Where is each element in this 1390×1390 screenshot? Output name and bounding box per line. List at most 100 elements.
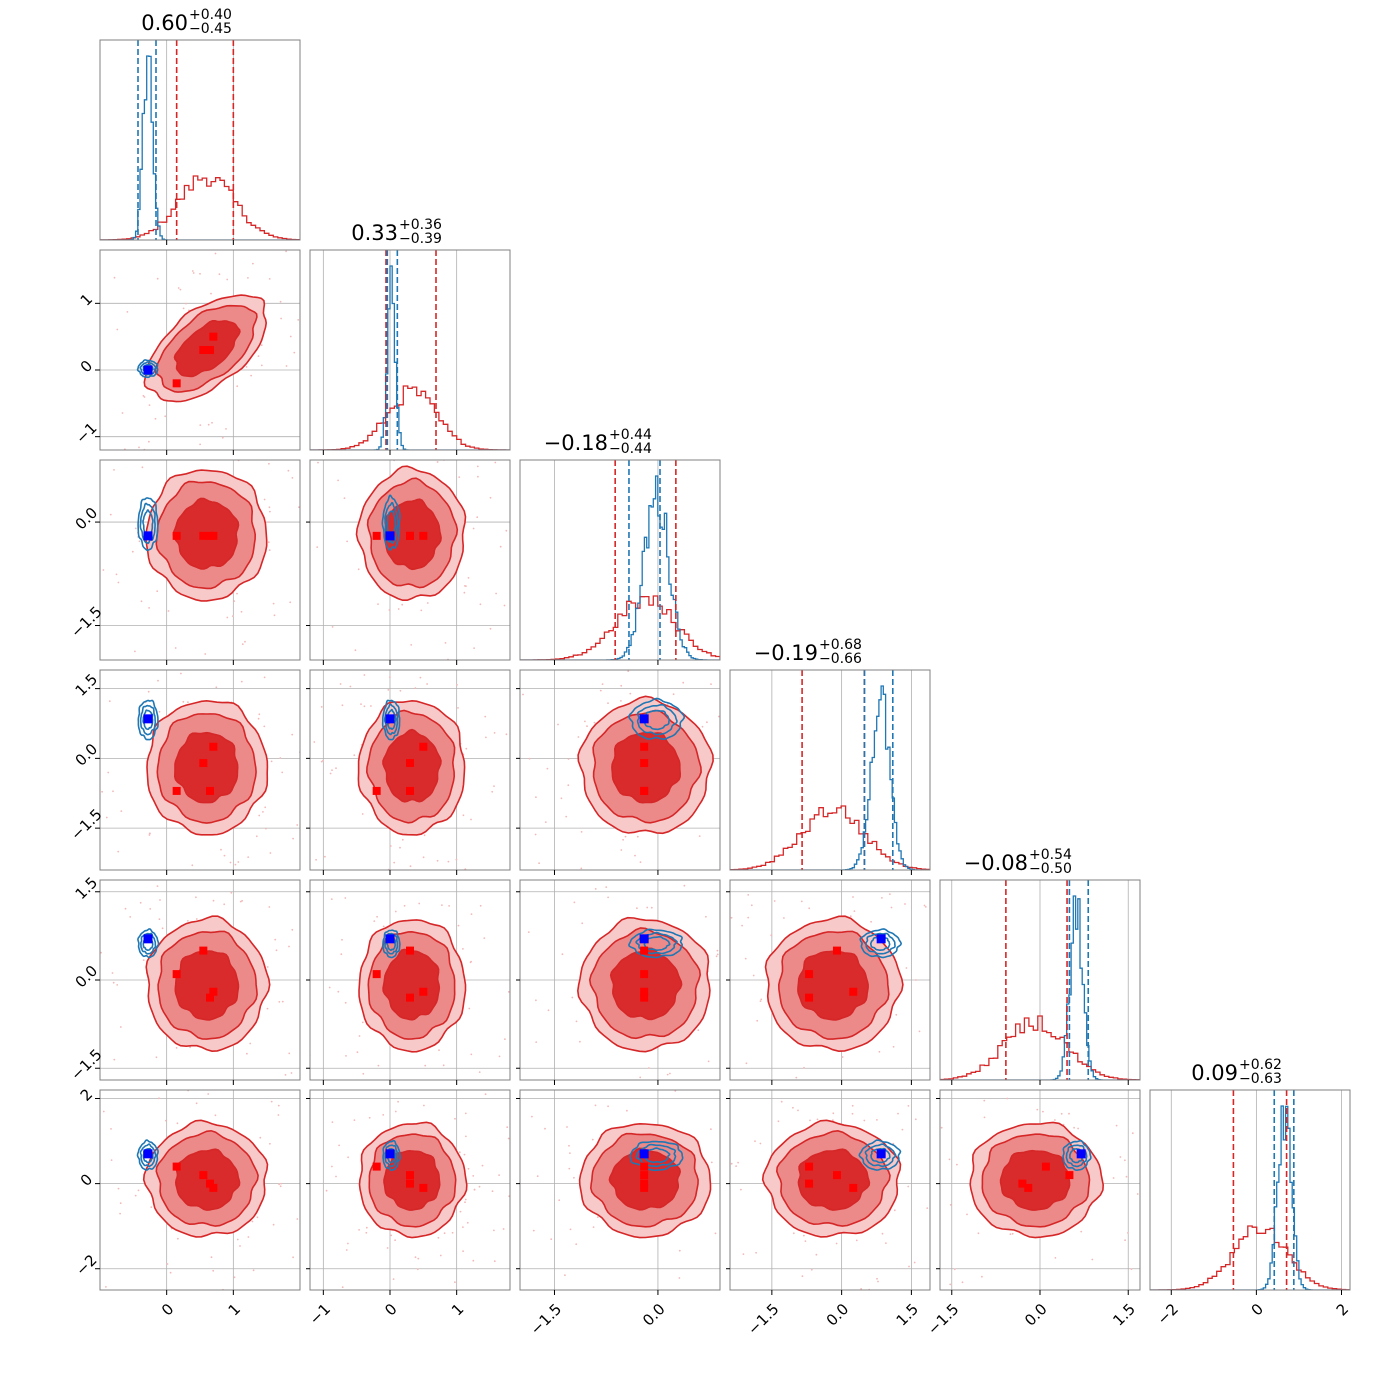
sample-point <box>1042 1110 1044 1113</box>
sample-point <box>266 966 269 968</box>
sample-point <box>226 278 229 281</box>
param-title-1: 0.33 +0.36−0.39 <box>351 217 442 247</box>
truth-marker <box>143 1149 153 1159</box>
sample-point <box>134 650 136 653</box>
sample-point <box>329 772 332 775</box>
sample-point <box>253 221 255 223</box>
sample-point <box>321 1096 323 1098</box>
sample-point <box>895 1013 898 1016</box>
sample-point <box>409 857 411 859</box>
sample-point <box>189 1046 192 1049</box>
sample-point <box>914 1118 917 1121</box>
sample-point <box>38 520 40 522</box>
sample-point <box>182 700 185 703</box>
sample-point <box>59 874 61 876</box>
sample-point <box>650 906 653 909</box>
sample-point <box>231 615 234 617</box>
sample-point <box>204 653 207 655</box>
sample-point <box>853 910 856 912</box>
sample-point <box>591 1138 594 1141</box>
sample-point <box>918 1030 921 1033</box>
sample-point <box>481 1164 484 1167</box>
red-marker <box>206 786 214 795</box>
sample-point <box>455 858 458 861</box>
sample-point <box>913 1261 916 1264</box>
sample-point <box>399 689 402 692</box>
sample-point <box>1131 1132 1134 1135</box>
red-marker <box>640 993 649 1002</box>
sample-point <box>1035 1086 1037 1088</box>
sample-point <box>43 1159 45 1161</box>
sample-point <box>295 485 297 487</box>
sample-point <box>393 861 396 864</box>
sample-point <box>368 1116 371 1119</box>
sample-point <box>474 920 476 922</box>
sample-point <box>372 1059 374 1061</box>
sample-point <box>737 1161 739 1164</box>
sample-point <box>760 998 763 1001</box>
sample-point <box>483 937 486 939</box>
sample-point <box>519 1085 521 1087</box>
sample-point <box>375 356 377 358</box>
panel-5-4 <box>940 1090 1140 1338</box>
sample-point <box>669 1102 671 1104</box>
x-tick-label: 1 <box>225 1300 244 1319</box>
sample-point <box>1112 1177 1115 1179</box>
sample-point <box>296 1218 299 1220</box>
panel-frame <box>729 1089 931 1291</box>
red-marker <box>172 786 181 795</box>
sample-point <box>347 1156 349 1159</box>
red-marker <box>1041 1162 1050 1171</box>
sample-point <box>969 1336 971 1338</box>
sample-point <box>270 1100 273 1103</box>
red-contour-inner <box>173 731 239 804</box>
sample-point <box>287 951 289 953</box>
sample-point <box>575 1020 578 1023</box>
sample-point <box>1119 1156 1122 1158</box>
sample-point <box>940 1126 943 1129</box>
sample-point <box>756 1063 758 1065</box>
sample-point <box>237 861 240 863</box>
sample-point <box>275 949 278 952</box>
sample-point <box>116 671 118 673</box>
sample-point <box>247 856 250 858</box>
x-tick-label: 0.0 <box>639 1300 669 1330</box>
sample-point <box>444 642 447 644</box>
red-marker <box>849 1183 858 1192</box>
sample-point <box>835 1242 838 1245</box>
sample-point <box>567 758 570 760</box>
sample-point <box>14 407 16 409</box>
sample-point <box>158 710 161 713</box>
sample-point <box>489 496 492 499</box>
sample-point <box>302 917 304 919</box>
y-tick-label: 0.0 <box>72 962 102 992</box>
sample-point <box>326 560 328 562</box>
sample-point <box>136 447 138 449</box>
sample-point <box>780 1100 783 1103</box>
sample-point <box>766 1076 768 1078</box>
sample-point <box>945 1173 947 1175</box>
sample-point <box>141 466 144 469</box>
sample-point <box>234 863 237 866</box>
sample-point <box>332 988 334 990</box>
x-tick-label: −2 <box>1154 1300 1182 1328</box>
sample-point <box>324 1156 326 1158</box>
sample-point <box>313 741 316 743</box>
sample-point <box>214 1114 217 1117</box>
panel-frame <box>309 459 511 661</box>
sample-point <box>349 685 352 688</box>
red-marker <box>640 946 649 955</box>
sample-point <box>280 315 282 317</box>
sample-point <box>476 465 479 468</box>
sample-point <box>189 402 191 404</box>
sample-point <box>356 1051 359 1054</box>
param-title-4: −0.08 +0.54−0.50 <box>964 847 1072 877</box>
sample-point <box>244 640 246 643</box>
sample-point <box>506 1126 509 1129</box>
sample-point <box>105 816 108 819</box>
sample-point <box>573 1176 575 1179</box>
sample-point <box>739 900 741 902</box>
sample-point <box>52 401 54 403</box>
sample-point <box>851 1112 854 1115</box>
sample-point <box>478 1071 481 1073</box>
